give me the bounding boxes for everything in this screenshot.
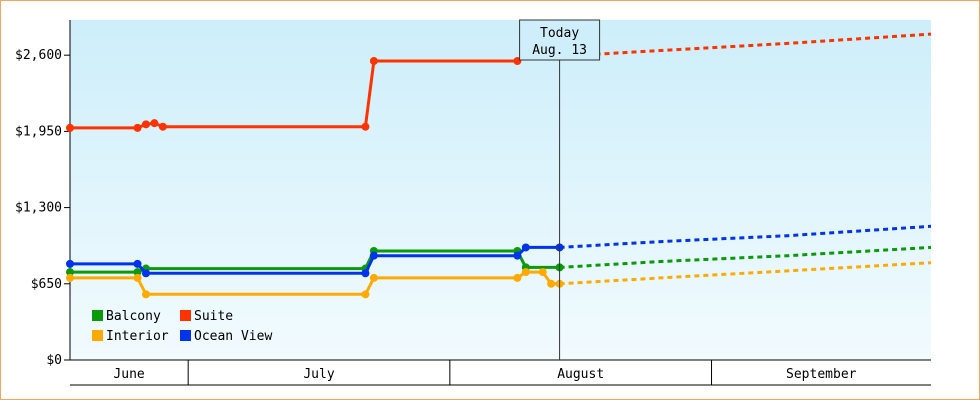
data-point[interactable] [66, 273, 74, 282]
legend: Balcony Suite Interior Ocean View [92, 309, 272, 344]
legend-label: Ocean View [194, 329, 272, 344]
legend-swatch [180, 330, 191, 341]
series-forecast-line [559, 224, 932, 249]
data-point[interactable] [66, 259, 74, 268]
data-point[interactable] [158, 122, 167, 131]
data-point[interactable] [361, 122, 370, 131]
data-point[interactable] [521, 268, 530, 277]
month-label: June [113, 367, 144, 382]
today-box [519, 19, 601, 61]
series-forecast-line [559, 245, 932, 269]
data-point[interactable] [538, 268, 547, 277]
data-point[interactable] [513, 251, 522, 260]
legend-label: Balcony [106, 309, 161, 324]
x-axis: June July August September [70, 359, 931, 386]
legend-item: Interior [92, 329, 169, 344]
plot-area [70, 20, 931, 360]
data-point[interactable] [133, 123, 142, 132]
legend-swatch [180, 310, 191, 321]
series-forecast-line [559, 32, 932, 58]
data-point[interactable] [513, 273, 522, 282]
legend-item: Suite [180, 309, 233, 324]
legend-swatch [92, 330, 103, 341]
y-tick-label: $2,600 [15, 48, 62, 63]
legend-item: Balcony [92, 309, 161, 324]
today-date: Aug. 13 [532, 43, 587, 58]
y-axis: $0 $650 $1,300 $1,950 $2,600 [15, 20, 71, 368]
month-label: September [786, 367, 857, 382]
data-point[interactable] [133, 273, 142, 282]
data-point[interactable] [150, 119, 159, 128]
data-point[interactable] [141, 269, 150, 278]
series-forecast-line [559, 261, 932, 286]
data-point[interactable] [369, 251, 378, 260]
data-point[interactable] [66, 268, 74, 277]
legend-swatch [92, 310, 103, 321]
series-interior [66, 261, 932, 299]
month-label: August [557, 367, 604, 382]
series-ocean-view [66, 224, 932, 278]
data-point[interactable] [547, 279, 556, 288]
data-point[interactable] [66, 123, 74, 132]
data-point[interactable] [521, 243, 530, 252]
y-tick-label: $1,950 [15, 124, 62, 139]
data-point[interactable] [369, 57, 378, 66]
data-point[interactable] [141, 120, 150, 129]
legend-label: Suite [194, 309, 233, 324]
today-marker: Today Aug. 13 [519, 19, 601, 360]
legend-item: Ocean View [180, 329, 272, 344]
series-line [70, 270, 560, 296]
data-point[interactable] [141, 290, 150, 299]
y-tick-label: $650 [31, 277, 62, 292]
data-point[interactable] [361, 269, 370, 278]
legend-label: Interior [106, 329, 169, 344]
y-tick-label: $1,300 [15, 201, 62, 216]
y-tick-label: $0 [46, 353, 62, 368]
today-title: Today [540, 26, 579, 41]
data-point[interactable] [361, 290, 370, 299]
data-point[interactable] [369, 273, 378, 282]
data-point[interactable] [133, 268, 142, 277]
data-point[interactable] [133, 259, 142, 268]
month-label: July [303, 367, 334, 382]
